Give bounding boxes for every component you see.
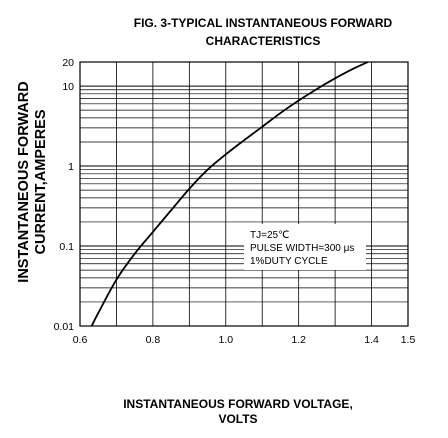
annotation-line-2: PULSE WIDTH=300 μs <box>250 243 354 254</box>
annotation-box: TJ=25℃ PULSE WIDTH=300 μs 1%DUTY CYCLE <box>244 224 366 270</box>
x-tick-label: 1.5 <box>401 334 416 346</box>
x-axis-title-line-1: INSTANTANEOUS FORWARD VOLTAGE, <box>123 397 353 411</box>
x-tick-label: 1.4 <box>364 334 379 346</box>
y-tick-label: 0.1 <box>59 241 74 253</box>
y-axis-title-line-1: INSTANTANEOUS FORWARD <box>16 81 32 282</box>
chart-title-line-1: FIG. 3-TYPICAL INSTANTANEOUS FORWARD <box>134 16 393 30</box>
chart-title-line-2: CHARACTERISTICS <box>206 34 321 48</box>
annotation-background <box>244 224 366 270</box>
x-tick-label: 1.2 <box>291 334 306 346</box>
y-axis-title-line-2: CURRENT,AMPERES <box>33 109 49 254</box>
y-tick-label: 0.01 <box>54 321 75 333</box>
y-axis-title: INSTANTANEOUS FORWARD CURRENT,AMPERES <box>16 81 49 282</box>
x-tick-label: 1.0 <box>218 334 233 346</box>
annotation-line-1: TJ=25℃ <box>250 230 289 241</box>
x-axis-title-line-2: VOLTS <box>218 412 257 426</box>
plot-area <box>79 61 409 327</box>
tick-labels: 0.6 0.8 1.0 1.2 1.4 1.5 20 10 1 0.1 0.01 <box>54 57 416 346</box>
y-tick-label: 10 <box>62 81 74 93</box>
annotation-line-3: 1%DUTY CYCLE <box>250 256 328 267</box>
grid <box>80 62 408 326</box>
x-tick-label: 0.6 <box>73 334 88 346</box>
x-tick-label: 0.8 <box>146 334 161 346</box>
y-tick-label: 20 <box>62 57 74 69</box>
series-line <box>90 61 369 327</box>
y-tick-label: 1 <box>68 161 74 173</box>
